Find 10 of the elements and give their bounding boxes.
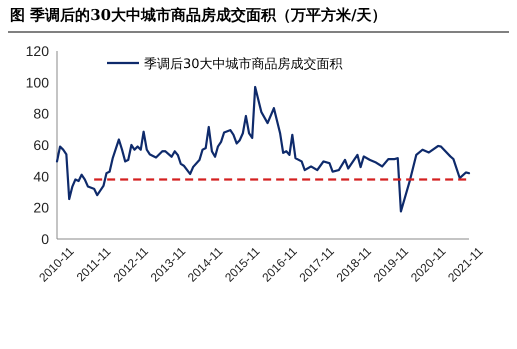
chart-title: 图 季调后的30大中城市商品房成交面积（万平方米/天） (10, 6, 387, 24)
y-tick-label: 0 (41, 231, 50, 247)
line-series (56, 86, 470, 213)
y-tick-label: 120 (26, 43, 50, 59)
y-tick-label: 80 (33, 106, 50, 122)
legend-label: 季调后30大中城市商品房成交面积 (144, 56, 343, 72)
y-tick-label: 40 (33, 168, 50, 184)
y-tick-label: 20 (33, 200, 50, 216)
y-tick-label: 100 (26, 74, 50, 90)
y-tick-label: 60 (33, 137, 50, 153)
